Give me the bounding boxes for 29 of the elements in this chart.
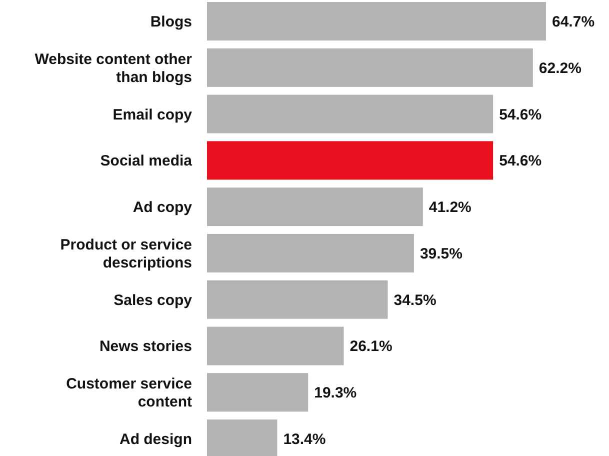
y-tick-label: Website content other than blogs (34, 50, 192, 86)
data-label: 13.4% (283, 431, 326, 448)
data-label: 54.6% (499, 152, 542, 170)
data-label: 39.5% (420, 245, 463, 262)
bar (207, 141, 494, 180)
bar (207, 326, 344, 366)
bar (207, 234, 414, 272)
bar (207, 373, 308, 412)
bar (207, 2, 546, 41)
bar (207, 94, 494, 134)
data-label: 19.3% (314, 384, 357, 402)
y-tick-label: Ad copy (132, 199, 193, 216)
bar (207, 280, 388, 319)
bar (207, 188, 423, 226)
data-label: 62.2% (538, 60, 582, 77)
data-label: 26.1% (350, 338, 392, 356)
bar (207, 48, 533, 87)
y-tick-label: Ad design (119, 431, 192, 448)
data-label: 54.6% (499, 106, 542, 124)
y-tick-label: News stories (99, 338, 192, 356)
data-label: 41.2% (428, 199, 472, 216)
y-tick-label: Sales copy (114, 292, 193, 309)
data-label: 34.5% (394, 292, 436, 309)
y-tick-label: Customer service content (66, 376, 192, 411)
y-tick-label: Product or service descriptions (60, 236, 192, 272)
data-label: 64.7% (552, 14, 595, 30)
y-tick-label: Email copy (112, 106, 193, 124)
y-tick-label: Social media (100, 152, 193, 170)
y-tick-label: Blogs (150, 14, 192, 30)
